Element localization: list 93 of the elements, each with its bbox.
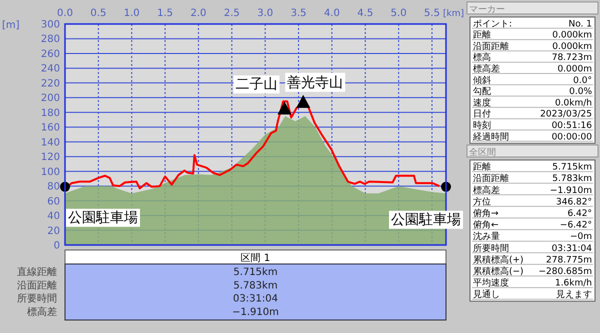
text: 所要時間 [473, 242, 509, 254]
x-axis-title: [km] [442, 9, 464, 19]
point [296, 94, 310, 108]
text: 経過時間 [472, 131, 509, 142]
text: 0.0km/h [554, 98, 592, 108]
text: 所要時間 [17, 292, 57, 305]
text: 傾斜 [473, 74, 491, 86]
text: 見通し [473, 289, 500, 300]
annotation: 善光寺山 [287, 74, 344, 91]
y-tick-label: 180 [40, 108, 60, 119]
text: 標高差 [473, 184, 500, 196]
x-tick-label: 4.0 [324, 8, 340, 19]
y-tick-label: 280 [40, 34, 60, 46]
y-tick-label: 100 [40, 166, 60, 178]
y-tick-label: 20 [47, 226, 60, 237]
text: 6.42° [567, 209, 592, 219]
text: −280.685m [538, 267, 592, 277]
text: マーカー [469, 5, 505, 15]
annotation: 二子山 [236, 76, 278, 92]
text: 速度 [473, 97, 491, 108]
text: 時刻 [473, 120, 491, 131]
text: 沿面距離 [473, 173, 509, 184]
text: 方位 [473, 196, 491, 208]
text: ポイント: [473, 19, 512, 30]
y-axis-title: [m] [2, 20, 20, 31]
text: No. 1 [568, 19, 592, 30]
y-tick-label: 300 [40, 20, 60, 30]
y-tick-label: 140 [40, 137, 60, 148]
text: 1.6km/h [554, 278, 592, 289]
point [278, 101, 292, 114]
text: 0.0° [573, 76, 592, 86]
y-tick-label: 40 [47, 211, 60, 222]
y-tick-label: 0 [54, 240, 60, 252]
text: 00:51:16 [552, 121, 592, 131]
text: 沿面距離 [17, 279, 57, 292]
text: 俯角← [473, 220, 499, 231]
text: 03:31:04 [233, 294, 278, 305]
text: 距離 [473, 30, 491, 41]
y-tick-label: 200 [40, 93, 60, 104]
text: 5.715km [233, 267, 278, 278]
text: 累積標高(−) [473, 266, 524, 277]
x-tick-label: 1.5 [157, 8, 174, 19]
y-tick-label: 240 [40, 64, 60, 75]
text: 5.715km [552, 162, 592, 173]
x-tick-label: 4.5 [357, 8, 374, 19]
y-tick-label: 260 [40, 48, 60, 60]
text: 標高差 [473, 64, 500, 74]
text: 日付 [473, 108, 491, 120]
text: 2023/03/25 [540, 110, 592, 120]
y-tick-label: 120 [40, 152, 60, 164]
annotation: 公園駐車場 [68, 210, 138, 226]
y-tick-label: 220 [40, 78, 60, 90]
annotation: 公園駐車場 [391, 212, 461, 228]
text: 標高 [473, 52, 491, 64]
text: 見えます [556, 289, 592, 300]
text: 78.723m [552, 53, 592, 64]
text: 00:00:00 [552, 132, 592, 142]
text: 勾配 [473, 86, 491, 98]
x-tick-label: 2.5 [224, 8, 240, 19]
text: 5.783km [552, 174, 592, 184]
text: 俯角→ [473, 208, 499, 219]
text: 累積標高(+) [473, 254, 524, 266]
text: 5.783km [233, 280, 278, 292]
x-tick-label: 0.5 [90, 8, 106, 19]
text: 全区間 [469, 147, 496, 158]
text: −0m [570, 232, 592, 242]
text: 0.000m [557, 64, 592, 74]
x-tick-label: 1.0 [124, 8, 140, 19]
y-tick-label: 160 [40, 122, 60, 134]
y-tick-label: 60 [47, 196, 60, 208]
text: 標高差 [27, 306, 57, 318]
text: 0.0% [569, 87, 592, 98]
text: 沈み量 [473, 231, 500, 242]
text: −6.42° [560, 220, 592, 231]
x-tick-label: 5.0 [390, 8, 407, 19]
text: 0.000km [552, 42, 592, 52]
text: −1.910m [232, 306, 279, 318]
x-tick-label: 0.0 [57, 8, 73, 19]
text: 沿面距離 [473, 40, 509, 52]
x-tick-label: 3.0 [257, 8, 274, 19]
text: 平均速度 [473, 278, 509, 289]
text: 距離 [473, 162, 491, 173]
x-tick-label: 3.5 [290, 8, 306, 19]
text: 346.82° [556, 197, 592, 208]
text: 区間 1 [240, 253, 270, 264]
text: 03:31:04 [552, 244, 592, 254]
x-tick-label: 5.5 [424, 8, 440, 19]
text: 直線距離 [17, 266, 57, 278]
x-tick-label: 2.0 [190, 8, 206, 19]
text: −1.910m [550, 186, 592, 196]
text: 0.000km [552, 30, 592, 41]
text: 278.775m [546, 255, 592, 266]
y-tick-label: 80 [47, 182, 60, 193]
